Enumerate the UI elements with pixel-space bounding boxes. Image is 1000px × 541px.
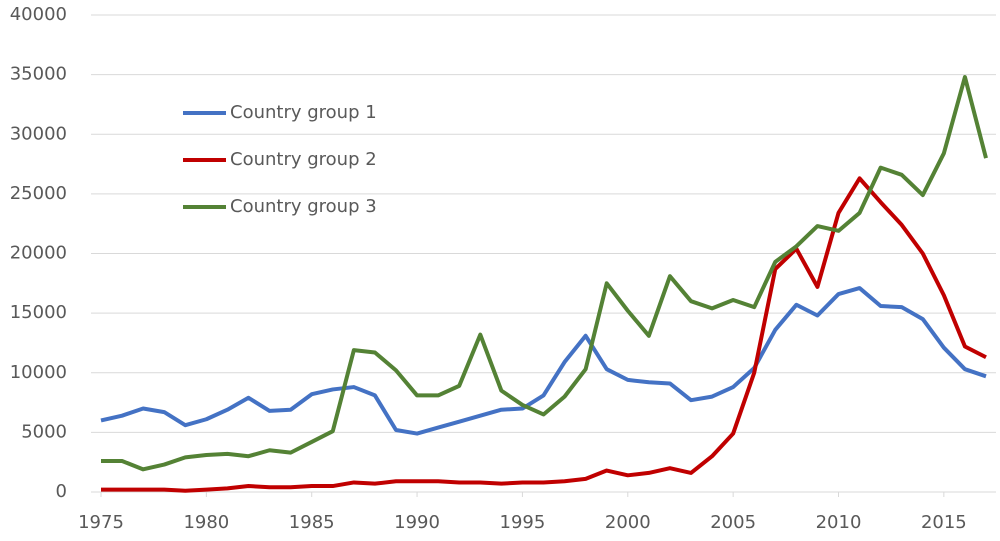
series-line <box>101 176 987 493</box>
y-tick-label: 35000 <box>10 64 67 85</box>
y-tick-label: 15000 <box>10 302 67 323</box>
y-tick-label: 25000 <box>10 183 67 204</box>
series-line <box>101 75 988 472</box>
y-tick-label: 5000 <box>21 421 67 442</box>
y-tick-label: 20000 <box>10 243 67 264</box>
legend-label: Country group 2 <box>230 149 377 170</box>
x-tick-label: 1990 <box>394 512 440 533</box>
x-tick-label: 1995 <box>500 512 546 533</box>
y-tick-label: 40000 <box>10 4 67 25</box>
legend-label: Country group 1 <box>230 102 377 123</box>
x-tick-label: 2000 <box>605 512 651 533</box>
y-tick-label: 10000 <box>10 362 67 383</box>
x-tick-label: 2010 <box>816 512 862 533</box>
series-line <box>100 286 987 436</box>
legend-label: Country group 3 <box>230 196 377 217</box>
y-tick-label: 30000 <box>10 123 67 144</box>
y-tick-label: 0 <box>56 481 67 502</box>
x-tick-label: 2005 <box>710 512 756 533</box>
x-tick-label: 1980 <box>183 512 229 533</box>
x-tick-label: 2015 <box>921 512 967 533</box>
x-tick-label: 1985 <box>289 512 335 533</box>
x-tick-label: 1975 <box>78 512 124 533</box>
